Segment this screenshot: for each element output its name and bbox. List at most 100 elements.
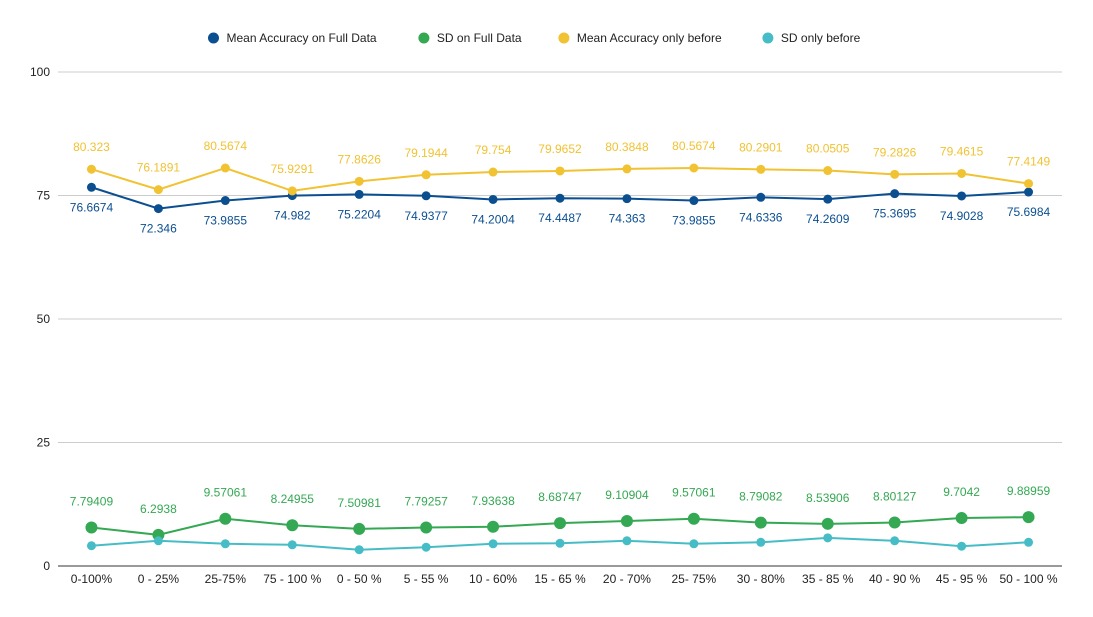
x-tick-label: 10 - 60% — [469, 572, 517, 586]
data-label: 74.2004 — [471, 212, 515, 226]
data-point — [487, 520, 500, 533]
data-point — [756, 537, 766, 547]
x-tick-label: 35 - 85 % — [802, 572, 854, 586]
data-label: 8.53906 — [806, 491, 850, 505]
data-point — [354, 545, 364, 555]
x-tick-label: 45 - 95 % — [936, 572, 988, 586]
data-label: 9.57061 — [204, 486, 248, 500]
y-tick-label: 0 — [43, 559, 50, 573]
x-tick-label: 15 - 65 % — [534, 572, 586, 586]
data-point — [153, 536, 163, 546]
data-label: 76.1891 — [137, 161, 181, 175]
data-label: 80.323 — [73, 140, 110, 154]
data-label: 79.4615 — [940, 144, 984, 158]
data-point — [555, 538, 565, 548]
legend-item: Mean Accuracy only before — [558, 31, 722, 45]
data-label: 77.4149 — [1007, 155, 1051, 169]
data-label: 80.0505 — [806, 142, 850, 156]
data-point — [754, 516, 767, 529]
data-point — [555, 166, 565, 176]
data-point — [488, 167, 498, 177]
data-label: 9.10904 — [605, 488, 649, 502]
data-label: 74.9028 — [940, 209, 984, 223]
data-point — [1022, 511, 1035, 524]
data-point — [488, 194, 498, 204]
data-point — [1024, 187, 1034, 197]
data-point — [286, 519, 299, 532]
legend-swatch — [208, 32, 219, 44]
data-label: 75.6984 — [1007, 205, 1051, 219]
data-label: 75.2204 — [338, 207, 382, 221]
gridlines — [58, 71, 1062, 443]
data-label: 75.9291 — [271, 162, 315, 176]
data-point — [957, 168, 967, 178]
x-tick-label: 0 - 25% — [138, 572, 180, 586]
legend-label: Mean Accuracy on Full Data — [227, 31, 377, 45]
data-label: 74.9377 — [404, 209, 448, 223]
data-point — [421, 542, 431, 552]
legend-swatch — [418, 32, 430, 44]
x-tick-label: 5 - 55 % — [404, 572, 449, 586]
data-point — [689, 163, 699, 173]
legend-swatch — [762, 32, 774, 44]
legend-item: SD only before — [762, 31, 861, 45]
data-point — [689, 196, 699, 206]
data-label: 7.79257 — [404, 495, 448, 509]
legend-label: Mean Accuracy only before — [577, 31, 722, 45]
data-point — [957, 191, 967, 201]
data-point — [622, 194, 632, 204]
data-label: 9.57061 — [672, 486, 716, 500]
axes: 0 25 50 75 100 0-100% 0 - 25% 25-75% 75 - 100 % 0… — [30, 65, 1062, 586]
x-tick-label: 20 - 70% — [603, 572, 651, 586]
data-label: 75.3695 — [873, 207, 917, 221]
data-point — [287, 540, 297, 550]
data-point — [890, 189, 900, 199]
data-label: 8.68747 — [538, 490, 582, 504]
data-label: 8.24955 — [271, 492, 315, 506]
data-point — [957, 541, 967, 551]
legend-item: Mean Accuracy on Full Data — [208, 31, 377, 45]
data-label: 74.2609 — [806, 212, 850, 226]
data-point — [488, 539, 498, 549]
data-point — [554, 517, 566, 530]
y-tick-label: 75 — [37, 189, 51, 203]
data-label: 7.93638 — [471, 494, 515, 508]
data-point — [421, 170, 431, 180]
data-label: 80.5674 — [204, 139, 248, 153]
data-point — [219, 512, 232, 525]
series-mean-accuracy-only-before — [86, 163, 1034, 196]
data-label: 80.5674 — [672, 139, 716, 153]
x-tick-label: 40 - 90 % — [869, 572, 921, 586]
data-label: 74.4487 — [538, 211, 582, 225]
data-label: 79.1944 — [404, 146, 448, 160]
data-point — [420, 521, 433, 534]
data-label: 80.3848 — [605, 140, 649, 154]
data-point — [890, 169, 900, 179]
data-label: 79.2826 — [873, 145, 917, 159]
data-point — [220, 196, 230, 206]
data-point — [86, 182, 96, 192]
data-label: 9.7042 — [943, 485, 980, 499]
data-label: 7.79409 — [70, 494, 114, 508]
data-point — [86, 164, 96, 174]
x-tick-label: 30 - 80% — [737, 572, 785, 586]
data-point — [622, 536, 632, 546]
data-label: 73.9855 — [204, 214, 248, 228]
x-tick-label: 0-100% — [71, 572, 113, 586]
data-label: 7.50981 — [338, 496, 382, 510]
data-point — [689, 539, 699, 549]
data-point — [1024, 537, 1034, 547]
data-label: 6.2938 — [140, 502, 177, 516]
data-point — [955, 512, 968, 525]
y-tick-label: 100 — [30, 65, 50, 79]
data-point — [687, 512, 700, 525]
data-point — [620, 515, 633, 528]
data-point — [622, 164, 632, 174]
data-point — [821, 517, 834, 530]
data-label: 74.6336 — [739, 210, 783, 224]
data-label: 8.79082 — [739, 490, 783, 504]
legend-label: SD on Full Data — [437, 31, 522, 45]
data-point — [220, 539, 230, 549]
legend: Mean Accuracy on Full Data SD on Full Dat… — [208, 31, 861, 45]
